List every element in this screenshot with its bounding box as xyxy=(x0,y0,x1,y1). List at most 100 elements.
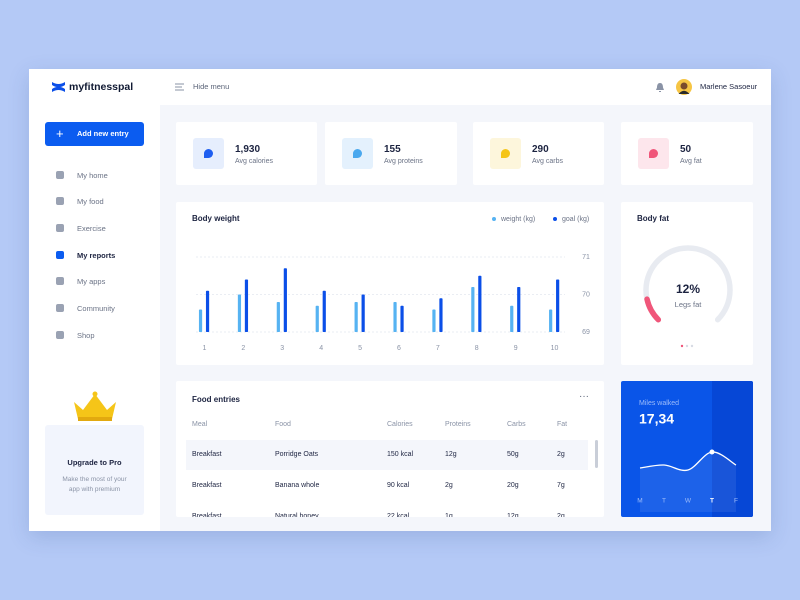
stat-card: 50 Avg fat xyxy=(621,122,753,185)
menu-icon xyxy=(56,197,64,205)
menu-item[interactable]: My reports xyxy=(77,251,116,260)
user-name[interactable]: Marlene Sasoeur xyxy=(700,82,758,91)
table-header: Carbs xyxy=(507,421,526,428)
stat-label: Avg calories xyxy=(235,158,274,165)
x-tick-label: 6 xyxy=(397,345,401,352)
bar xyxy=(244,279,249,332)
menu-item[interactable]: My food xyxy=(77,197,104,206)
table-cell: 12g xyxy=(507,513,519,517)
avatar-body xyxy=(678,90,690,94)
x-tick-label: 5 xyxy=(358,345,362,352)
topbar xyxy=(160,69,771,105)
bar xyxy=(198,309,203,332)
table-cell: 150 kcal xyxy=(387,451,414,458)
bar xyxy=(393,302,397,332)
bar xyxy=(205,290,210,332)
stat-label: Avg fat xyxy=(680,158,702,165)
bar xyxy=(556,279,560,332)
brand-logo xyxy=(52,82,65,92)
table-cell: 2g xyxy=(557,513,565,517)
table-cell: 50g xyxy=(507,451,519,458)
avatar[interactable] xyxy=(676,79,692,95)
table-header: Meal xyxy=(192,421,208,428)
table-header: Calories xyxy=(387,421,413,428)
y-tick-label: 70 xyxy=(582,291,590,298)
menu-icon-lines xyxy=(175,83,184,91)
menu-item[interactable]: Exercise xyxy=(77,224,106,233)
scrollbar[interactable] xyxy=(595,440,598,468)
table-cell: Breakfast xyxy=(192,482,222,489)
y-tick-label: 71 xyxy=(582,254,590,261)
bar xyxy=(276,302,280,332)
upgrade-card[interactable]: Upgrade to Pro Make the most of your app… xyxy=(45,425,144,515)
bar xyxy=(510,305,514,332)
stat-value: 1,930 xyxy=(235,144,261,155)
upgrade-title: Upgrade to Pro xyxy=(67,458,122,467)
gauge-track xyxy=(643,245,733,323)
stat-value: 155 xyxy=(384,144,401,155)
menu-item[interactable]: Community xyxy=(77,304,115,313)
legend-label: weight (kg) xyxy=(500,216,535,223)
bar xyxy=(361,294,365,332)
menu-icon xyxy=(56,224,64,232)
table-row-highlight xyxy=(186,440,588,470)
line xyxy=(639,451,737,472)
bar xyxy=(322,290,326,332)
miles-highlight-column xyxy=(712,381,753,517)
bell-shape xyxy=(656,83,664,92)
x-tick-label: T xyxy=(710,498,714,505)
more-menu[interactable]: ··· xyxy=(579,391,589,402)
y-tick-label: 69 xyxy=(582,329,590,336)
upgrade-text: Make the most of your app with premium xyxy=(62,476,127,493)
x-tick-label: T xyxy=(662,498,666,505)
crown-jewel xyxy=(92,391,98,397)
menu-icon[interactable] xyxy=(175,83,185,91)
table-cell: Breakfast xyxy=(192,451,222,458)
table-cell: 90 kcal xyxy=(387,482,410,489)
legend-label: goal (kg) xyxy=(562,216,589,223)
table-header: Fat xyxy=(557,421,568,428)
add-entry-label: Add new entry xyxy=(77,129,129,138)
table-cell: Banana whole xyxy=(275,482,320,489)
table-header: Proteins xyxy=(445,421,471,428)
x-tick-label: 8 xyxy=(475,345,479,352)
legend-dot xyxy=(553,217,557,221)
table-cell: Natural honey xyxy=(275,513,319,517)
bar xyxy=(549,309,553,332)
menu-icon xyxy=(56,331,64,339)
bar xyxy=(315,305,319,332)
miles-card xyxy=(621,381,753,517)
bar xyxy=(354,302,358,332)
hide-menu[interactable]: Hide menu xyxy=(193,82,230,91)
avatar-face xyxy=(680,82,688,90)
plus-icon: + xyxy=(56,126,64,141)
add-entry-button[interactable]: + Add new entry xyxy=(45,122,144,146)
stat-icon-box xyxy=(490,138,521,169)
x-tick-label: M xyxy=(637,498,642,505)
menu-item[interactable]: My home xyxy=(77,171,108,180)
food-entries-title: Food entries xyxy=(192,395,241,404)
stat-label: Avg proteins xyxy=(384,158,423,165)
bar xyxy=(517,287,521,332)
menu-icon xyxy=(56,251,64,259)
table-cell: Porridge Oats xyxy=(275,451,319,458)
table-cell: 7g xyxy=(557,482,565,489)
bar xyxy=(400,305,404,332)
bar xyxy=(478,275,482,332)
x-tick-label: 3 xyxy=(280,345,284,352)
notification-bell[interactable] xyxy=(655,82,665,93)
gauge-label: Legs fat xyxy=(675,300,703,309)
menu-item[interactable]: My apps xyxy=(77,277,106,286)
table-cell: 2g xyxy=(445,482,453,489)
menu-item[interactable]: Shop xyxy=(77,331,95,340)
x-tick-label: W xyxy=(685,498,692,505)
food-entries-card: Food entries ··· Meal Food Calories Protein… xyxy=(176,381,604,517)
stat-icon xyxy=(649,149,658,158)
table-cell: 22 kcal xyxy=(387,513,410,517)
stat-card: 290 Avg carbs xyxy=(473,122,604,185)
x-tick-label: 9 xyxy=(514,345,518,352)
logo-shape xyxy=(52,82,65,92)
table-header: Food xyxy=(275,421,291,428)
bar xyxy=(439,298,443,332)
